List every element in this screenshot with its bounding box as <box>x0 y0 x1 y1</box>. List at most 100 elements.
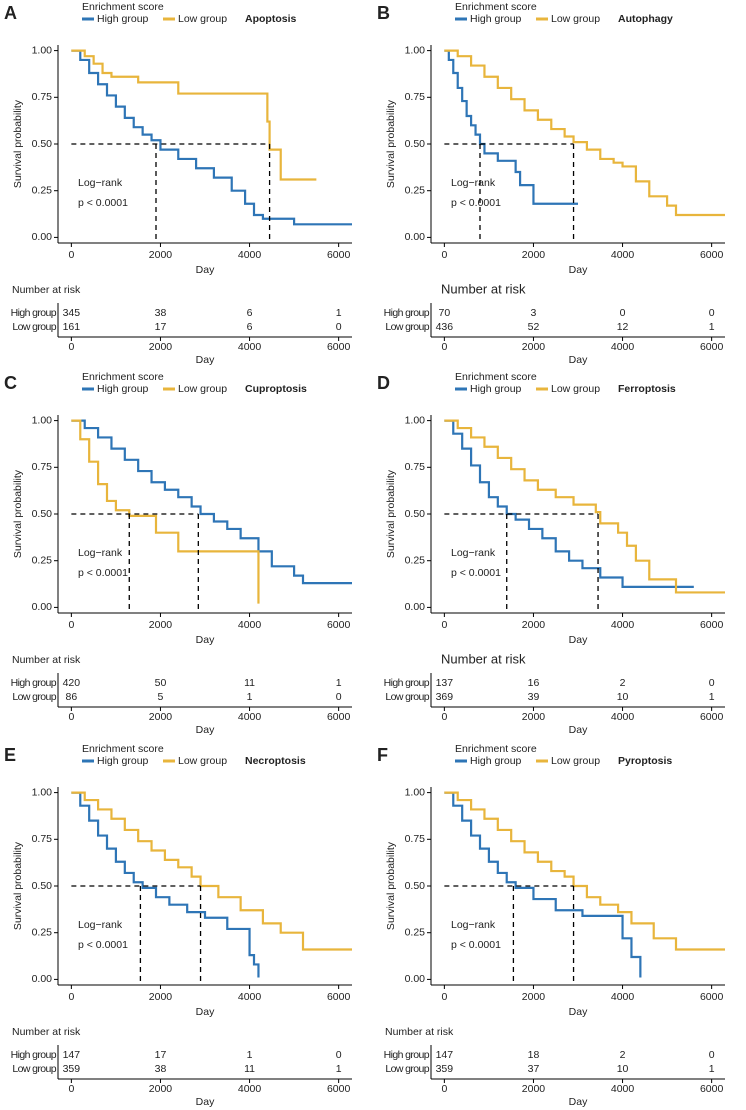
risk-count: 1 <box>247 691 253 703</box>
y-tick-label: 0.25 <box>32 554 53 566</box>
risk-x-tick-label: 0 <box>68 341 74 353</box>
x-tick-label: 6000 <box>327 619 351 631</box>
y-tick-label: 0.00 <box>405 973 426 985</box>
risk-count: 18 <box>528 1049 540 1061</box>
risk-row-label: High group <box>11 307 57 319</box>
risk-count: 52 <box>528 321 540 333</box>
y-tick-label: 0.75 <box>405 91 426 103</box>
legend-label: High group <box>470 13 522 25</box>
x-tick-label: 2000 <box>149 249 173 261</box>
panel-title: Cuproptosis <box>245 383 307 395</box>
y-axis-label: Survival probability <box>385 841 397 930</box>
y-tick-label: 1.00 <box>405 44 426 56</box>
annotation: p < 0.0001 <box>78 939 128 951</box>
annotation: p < 0.0001 <box>78 567 128 579</box>
risk-row-label: High group <box>384 307 430 319</box>
risk-x-tick-label: 6000 <box>700 341 724 353</box>
risk-count: 0 <box>709 307 715 319</box>
y-tick-label: 0.25 <box>405 554 426 566</box>
x-tick-label: 0 <box>441 619 447 631</box>
panel-label: E <box>4 745 16 765</box>
risk-count: 2 <box>620 677 626 689</box>
x-tick-label: 6000 <box>327 249 351 261</box>
y-tick-label: 0.50 <box>405 508 426 520</box>
risk-row-label: Low group <box>385 321 429 333</box>
y-tick-label: 1.00 <box>32 786 53 798</box>
legend-label: Low group <box>551 383 600 395</box>
risk-count: 10 <box>617 1063 629 1075</box>
risk-count: 0 <box>709 677 715 689</box>
risk-count: 16 <box>528 677 540 689</box>
y-tick-label: 0.50 <box>405 880 426 892</box>
x-tick-label: 2000 <box>522 991 546 1003</box>
annotation: Log−rank <box>451 547 496 559</box>
panel-title: Ferroptosis <box>618 383 676 395</box>
survival-curve <box>71 791 352 951</box>
risk-x-tick-label: 6000 <box>700 711 724 723</box>
risk-count: 17 <box>155 321 167 333</box>
annotation: p < 0.0001 <box>451 939 501 951</box>
x-tick-label: 4000 <box>238 249 262 261</box>
risk-table-title: Number at risk <box>441 651 526 666</box>
risk-x-tick-label: 2000 <box>149 711 173 723</box>
survival-curve <box>444 49 578 205</box>
annotation: Log−rank <box>451 177 496 189</box>
risk-x-tick-label: 0 <box>441 341 447 353</box>
x-axis-label: Day <box>196 264 215 276</box>
risk-count: 70 <box>439 307 451 319</box>
risk-count: 359 <box>63 1063 81 1075</box>
y-tick-label: 1.00 <box>405 786 426 798</box>
risk-count: 37 <box>528 1063 540 1075</box>
x-tick-label: 2000 <box>149 991 173 1003</box>
risk-count: 5 <box>158 691 164 703</box>
risk-count: 39 <box>528 691 540 703</box>
risk-count: 137 <box>436 677 454 689</box>
risk-x-axis-label: Day <box>569 354 588 366</box>
panel-label: C <box>4 373 17 393</box>
risk-row-label: High group <box>11 677 57 689</box>
panel-label: A <box>4 3 17 23</box>
risk-count: 1 <box>709 691 715 703</box>
risk-count: 1 <box>247 1049 253 1061</box>
y-tick-label: 0.00 <box>405 231 426 243</box>
y-axis-label: Survival probability <box>12 469 24 558</box>
risk-count: 86 <box>66 691 78 703</box>
risk-x-tick-label: 6000 <box>700 1083 724 1095</box>
x-tick-label: 2000 <box>149 619 173 631</box>
x-tick-label: 0 <box>68 619 74 631</box>
survival-curve <box>71 419 352 585</box>
y-axis-label: Survival probability <box>12 99 24 188</box>
y-tick-label: 0.00 <box>32 973 53 985</box>
risk-count: 161 <box>63 321 81 333</box>
x-tick-label: 2000 <box>522 249 546 261</box>
risk-x-axis-label: Day <box>196 1096 215 1108</box>
annotation: Log−rank <box>451 919 496 931</box>
y-tick-label: 0.25 <box>32 184 53 196</box>
risk-table-title: Number at risk <box>12 284 81 296</box>
risk-x-tick-label: 0 <box>68 711 74 723</box>
y-tick-label: 0.25 <box>32 926 53 938</box>
annotation: Log−rank <box>78 919 123 931</box>
x-axis-label: Day <box>569 634 588 646</box>
legend-title: Enrichment score <box>82 1 164 13</box>
y-tick-label: 0.75 <box>405 833 426 845</box>
x-tick-label: 4000 <box>611 249 635 261</box>
y-tick-label: 0.50 <box>32 138 53 150</box>
risk-x-tick-label: 2000 <box>522 711 546 723</box>
y-tick-label: 0.75 <box>32 461 53 473</box>
risk-x-tick-label: 4000 <box>238 711 262 723</box>
risk-row-label: Low group <box>12 1063 56 1075</box>
y-tick-label: 0.75 <box>32 91 53 103</box>
risk-count: 38 <box>155 307 167 319</box>
risk-count: 38 <box>155 1063 167 1075</box>
survival-curve <box>444 791 642 978</box>
legend-label: High group <box>470 383 522 395</box>
risk-row-label: Low group <box>12 321 56 333</box>
survival-curve <box>71 791 260 978</box>
risk-row-label: Low group <box>12 691 56 703</box>
risk-x-tick-label: 6000 <box>327 711 351 723</box>
survival-curve <box>444 419 694 588</box>
risk-x-tick-label: 4000 <box>611 711 635 723</box>
panel-title: Apoptosis <box>245 13 296 25</box>
